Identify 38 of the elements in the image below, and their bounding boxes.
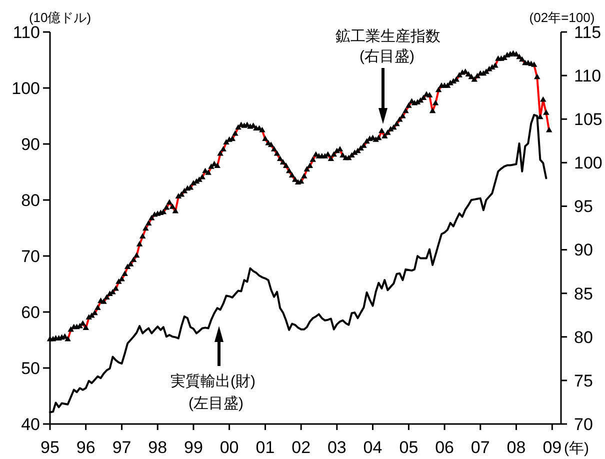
y2-tick-label: 90 (574, 240, 593, 260)
y-tick-label: 90 (21, 134, 40, 154)
y-axis-title: (10億ドル) (28, 10, 92, 25)
y-tick-label: 50 (21, 358, 40, 378)
y2-tick-label: 95 (574, 197, 593, 216)
annotation: 鉱工業生産指数 (336, 28, 440, 45)
x-tick-label: 05 (399, 438, 418, 457)
y-tick-label: 80 (21, 190, 40, 210)
x-tick-label: 09 (542, 438, 562, 457)
y2-tick-label: 75 (574, 371, 593, 390)
y-tick-label: 100 (12, 78, 40, 98)
x-axis-title: (年) (564, 440, 589, 457)
annotation: 実質輸出(財) (170, 373, 256, 390)
y-tick-label: 70 (21, 246, 40, 266)
x-tick-label: 06 (435, 438, 454, 457)
x-tick-label: 04 (363, 438, 382, 457)
x-tick-label: 98 (148, 438, 168, 457)
x-tick-label: 08 (506, 438, 526, 457)
y2-tick-label: 85 (574, 284, 593, 304)
x-tick-label: 02 (292, 438, 311, 457)
y2-tick-label: 100 (574, 154, 602, 173)
y2-axis-title: (02年=100) (529, 10, 595, 25)
annotation: (右目盛) (360, 48, 414, 65)
x-tick-label: 99 (184, 438, 203, 457)
x-tick-label: 96 (76, 438, 96, 457)
y2-tick-label: 110 (574, 66, 602, 86)
y-tick-label: 60 (21, 302, 40, 322)
x-tick-label: 97 (112, 438, 132, 457)
y2-tick-label: 105 (574, 110, 602, 130)
x-tick-label: 95 (40, 438, 60, 457)
x-tick-label: 07 (470, 438, 490, 457)
annotation: (左目盛) (188, 395, 244, 412)
y2-tick-label: 80 (574, 328, 593, 347)
x-tick-label: 01 (256, 438, 275, 457)
y-tick-label: 40 (21, 414, 40, 434)
x-tick-label: 03 (327, 438, 346, 457)
y2-tick-label: 70 (574, 414, 593, 434)
x-tick-label: 00 (220, 438, 239, 457)
